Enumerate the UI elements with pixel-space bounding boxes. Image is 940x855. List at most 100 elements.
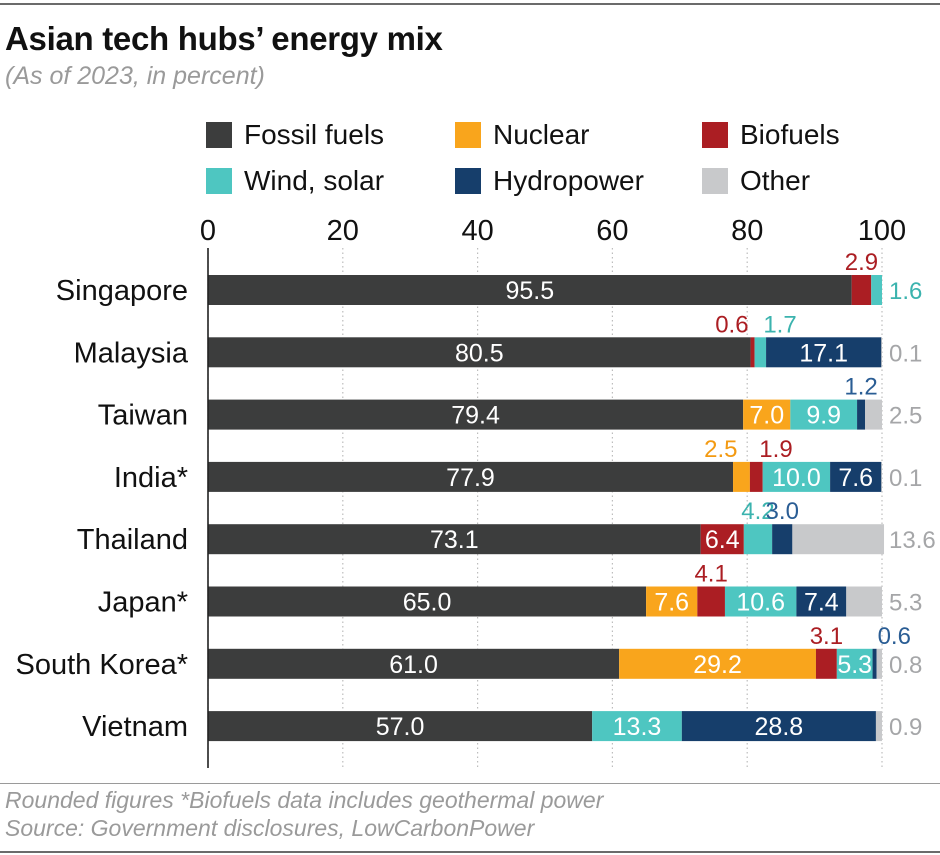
bottom-border [0,851,940,853]
category-label-thailand: Thailand [77,524,188,556]
data-label-japan-wind-solar: 10.6 [736,589,785,617]
data-label-japan-hydropower: 7.4 [804,589,839,617]
bar-thailand-other [792,524,885,555]
bar-south-korea-hydropower [872,648,877,679]
category-label-south-korea: South Korea* [15,649,188,681]
data-label-vietnam-wind-solar: 13.3 [613,713,662,741]
data-label-south-korea-hydropower: 0.6 [878,623,911,650]
category-label-taiwan: Taiwan [98,400,188,432]
bottom-rule [0,783,940,784]
data-label-thailand-wind-solar: 4.2 [741,498,774,525]
data-label-india-wind-solar: 10.0 [772,464,821,492]
bar-malaysia-fossil-fuels [208,337,751,368]
data-label-taiwan-wind-solar: 9.9 [806,402,841,430]
bar-singapore-fossil-fuels [208,275,852,305]
top-rule [0,3,940,5]
data-label-india-fossil-fuels: 77.9 [446,464,495,492]
bar-japan-nuclear [646,586,698,617]
legend-swatch-other [702,168,728,194]
data-label-india-nuclear: 2.5 [704,436,737,463]
legend-item-other: Other [702,163,810,199]
legend-item-hydropower: Hydropower [455,163,644,199]
bar-taiwan-fossil-fuels [208,399,744,430]
data-label-south-korea-other: 0.8 [889,652,922,679]
bar-south-korea-nuclear [619,648,816,679]
category-label-india: India* [114,462,188,494]
bar-taiwan-wind-solar [790,399,858,430]
legend-label-wind-solar: Wind, solar [244,165,385,196]
bar-india-fossil-fuels [208,461,734,492]
data-label-thailand-biofuels: 6.4 [705,526,740,554]
data-label-malaysia-hydropower: 17.1 [799,339,848,367]
data-label-singapore-fossil-fuels: 95.5 [505,277,554,305]
legend-item-biofuels: Biofuels [702,117,840,153]
bar-vietnam-wind-solar [592,711,682,742]
bar-malaysia-wind-solar [754,337,767,368]
bar-vietnam-fossil-fuels [208,711,593,742]
x-tick-label-100: 100 [858,215,906,247]
data-label-india-hydropower: 7.6 [838,464,873,492]
data-label-india-biofuels: 1.9 [759,436,792,463]
bar-vietnam-hydropower [681,711,876,742]
bar-india-hydropower [830,461,882,492]
data-label-taiwan-nuclear: 7.0 [749,402,784,430]
bar-japan-hydropower [796,586,847,617]
category-label-malaysia: Malaysia [74,337,189,369]
bar-thailand-biofuels [700,524,744,555]
legend-swatch-wind-solar [206,168,232,194]
chart-title: Asian tech hubs’ energy mix [5,20,443,57]
data-label-japan-other: 5.3 [889,590,922,617]
bar-japan-fossil-fuels [208,586,647,617]
data-label-japan-biofuels: 4.1 [694,561,727,588]
bar-malaysia-biofuels [750,337,755,368]
category-label-vietnam: Vietnam [82,711,188,743]
bar-singapore-biofuels [851,275,872,305]
data-label-japan-fossil-fuels: 65.0 [403,589,452,617]
bar-japan-biofuels [697,586,725,617]
bar-japan-other [846,586,882,617]
bar-japan-wind-solar [724,586,797,617]
x-tick-label-20: 20 [327,215,359,247]
legend-swatch-biofuels [702,122,728,148]
legend-label-hydropower: Hydropower [493,165,644,196]
data-label-south-korea-fossil-fuels: 61.0 [389,651,438,679]
bar-taiwan-nuclear [743,399,791,430]
x-tick-label-40: 40 [461,215,493,247]
bar-thailand-hydropower [772,524,793,555]
bar-south-korea-wind-solar [836,648,873,679]
data-label-south-korea-biofuels: 3.1 [810,623,843,650]
data-label-vietnam-fossil-fuels: 57.0 [376,713,425,741]
footnote: Rounded figures *Biofuels data includes … [5,787,604,813]
bar-south-korea-other [876,648,882,679]
bar-india-nuclear [733,461,750,492]
legend-item-fossil-fuels: Fossil fuels [206,117,384,153]
legend-label-biofuels: Biofuels [740,119,840,150]
data-label-malaysia-other: 0.1 [889,340,922,367]
data-label-thailand-fossil-fuels: 73.1 [430,526,479,554]
legend-swatch-hydropower [455,168,481,194]
x-tick-label-80: 80 [731,215,763,247]
legend-item-wind-solar: Wind, solar [206,163,384,199]
chart-legend: Fossil fuels Nuclear Biofuels Wind, sola… [0,0,940,210]
legend-label-fossil-fuels: Fossil fuels [244,119,385,150]
bar-india-other [881,461,882,492]
bar-taiwan-hydropower [857,399,866,430]
x-tick-label-60: 60 [596,215,628,247]
bar-south-korea-biofuels [815,648,837,679]
bar-taiwan-other [865,399,882,430]
bar-malaysia-hydropower [766,337,882,368]
bar-south-korea-fossil-fuels [208,648,620,679]
chart-subtitle: (As of 2023, in percent) [5,62,265,90]
data-label-malaysia-fossil-fuels: 80.5 [455,339,504,367]
bar-vietnam-other [875,711,882,742]
bar-singapore-wind-solar [871,275,882,305]
data-label-malaysia-wind-solar: 1.7 [763,311,796,338]
data-label-india-other: 0.1 [889,465,922,492]
data-label-japan-nuclear: 7.6 [654,589,689,617]
bar-thailand-wind-solar [743,524,773,555]
category-label-singapore: Singapore [56,275,188,307]
bar-india-biofuels [749,461,763,492]
data-label-singapore-wind-solar: 1.6 [889,278,922,305]
data-label-taiwan-other: 2.5 [889,403,922,430]
